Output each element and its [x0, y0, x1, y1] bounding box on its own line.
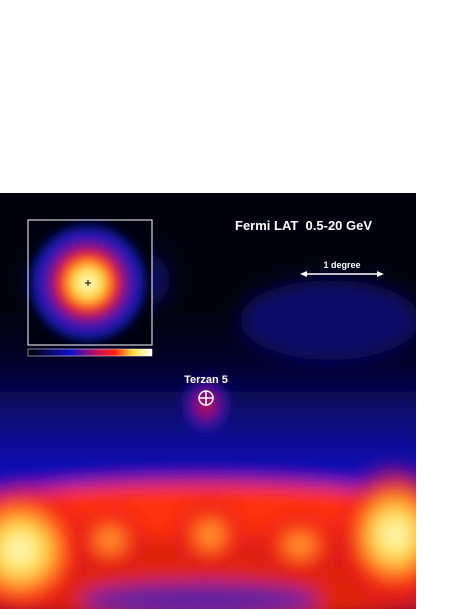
scale-bar: [300, 271, 384, 277]
colorbar: [27, 348, 153, 357]
source-marker: [198, 390, 214, 406]
scale-label: 1 degree: [323, 260, 360, 270]
inset: [27, 219, 153, 357]
title: Fermi LAT 0.5-20 GeV: [235, 218, 372, 233]
source-label: Terzan 5: [184, 374, 228, 386]
